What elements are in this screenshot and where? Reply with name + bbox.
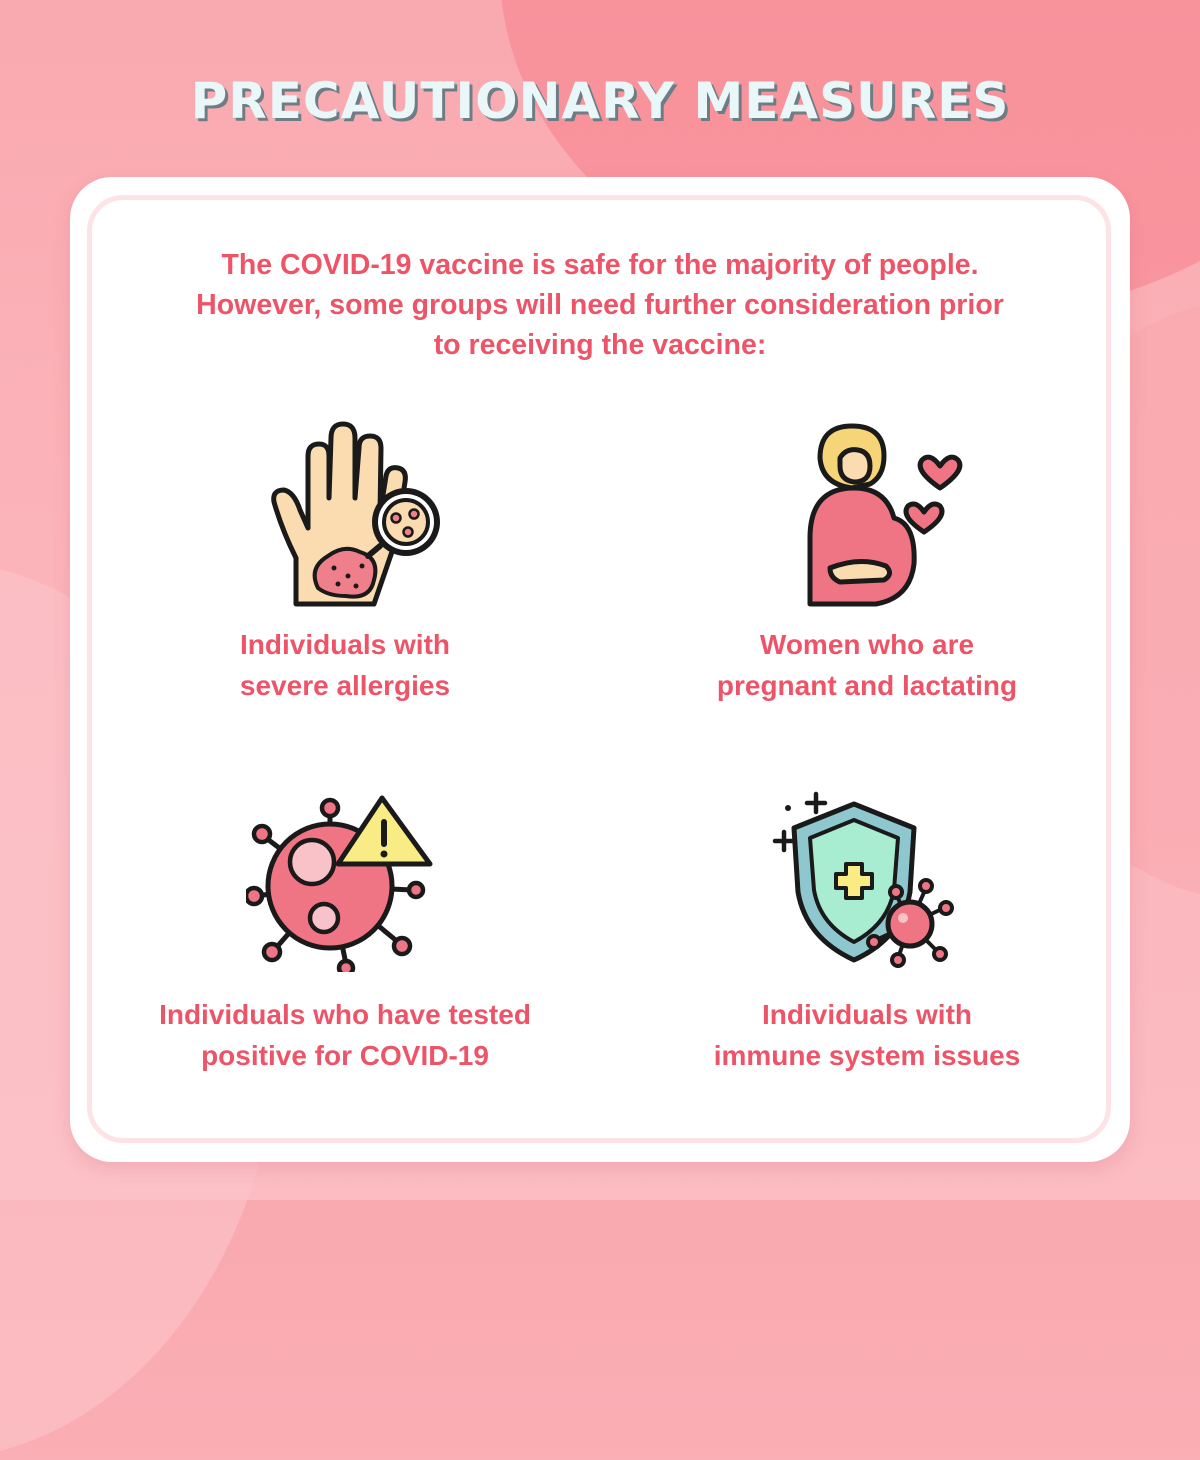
caption-tested-positive: Individuals who have tested positive for… xyxy=(110,994,580,1076)
virus-warning-icon xyxy=(246,795,433,972)
intro-line: However, some groups will need further c… xyxy=(196,289,1004,321)
caption-line: positive for COVID-19 xyxy=(201,1040,489,1071)
intro-line: The COVID-19 vaccine is safe for the maj… xyxy=(221,249,979,281)
pregnant-woman-icon xyxy=(807,423,963,607)
caption-line: immune system issues xyxy=(713,1040,1021,1071)
page-title: PRECAUTIONARY MEASURES xyxy=(190,72,1010,130)
intro-text: The COVID-19 vaccine is safe for the maj… xyxy=(120,245,1080,365)
caption-line: Individuals with xyxy=(239,629,450,660)
shield-immune-icon xyxy=(772,791,954,968)
caption-immune-issues: Individuals with immune system issues xyxy=(662,994,1072,1076)
caption-line: severe allergies xyxy=(239,670,451,701)
caption-pregnant-lactating: Women who are pregnant and lactating xyxy=(662,624,1072,706)
caption-line: Individuals who have tested xyxy=(159,999,531,1030)
caption-line: pregnant and lactating xyxy=(716,670,1018,701)
intro-line: to receiving the vaccine: xyxy=(433,329,767,361)
content-card-border xyxy=(87,195,1111,1143)
caption-line: Women who are xyxy=(759,629,975,660)
caption-severe-allergies: Individuals with severe allergies xyxy=(140,624,550,706)
content-card xyxy=(70,177,1130,1162)
allergic-hand-icon xyxy=(271,421,440,607)
caption-line: Individuals with xyxy=(761,999,972,1030)
